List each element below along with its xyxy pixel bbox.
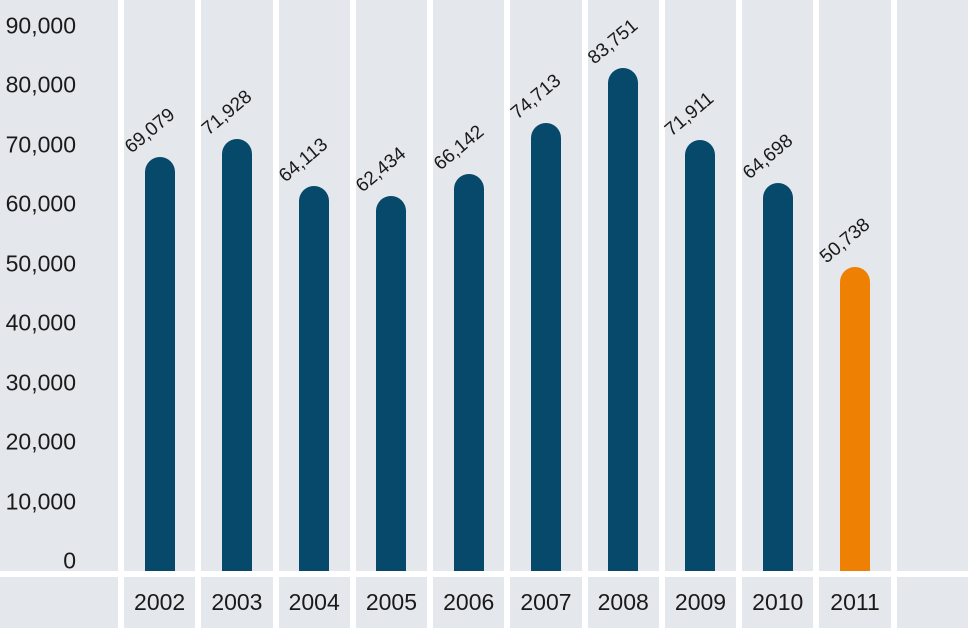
bar-2007 [530, 123, 561, 571]
x-tick-label-2002: 2002 [124, 577, 196, 628]
y-tick-label: 70,000 [5, 131, 76, 158]
bar-value-label: 50,738 [816, 214, 875, 268]
bar-value-label: 64,698 [738, 130, 797, 184]
bar-2011 [840, 267, 871, 571]
bar-2010 [762, 183, 793, 571]
y-axis: 0 10,000 20,000 30,000 40,000 50,000 60,000 70,… [0, 0, 118, 574]
y-tick-label: 80,000 [5, 71, 76, 98]
x-tick-label-2010: 2010 [742, 577, 814, 628]
column-band-2004: 64,113 [275, 0, 350, 571]
x-tick-empty [896, 577, 968, 628]
y-tick-label: 90,000 [5, 12, 76, 39]
column-band-2002: 69,079 [120, 0, 196, 571]
x-tick-label-2008: 2008 [587, 577, 659, 628]
bar-value-label: 66,142 [429, 121, 488, 175]
bar-value-label: 71,911 [661, 88, 719, 141]
bar-2008 [608, 68, 639, 571]
y-tick-label: 30,000 [5, 369, 76, 396]
x-tick-label-2005: 2005 [355, 577, 428, 628]
bar-2006 [453, 174, 484, 571]
column-band-2008: 83,751 [584, 0, 659, 571]
column-band-2009: 71,911 [661, 0, 737, 571]
plot-area: 0 10,000 20,000 30,000 40,000 50,000 60,000 70,… [0, 0, 968, 574]
y-tick-label: 10,000 [5, 488, 76, 515]
column-band-2010: 64,698 [738, 0, 814, 571]
x-tick-label-2003: 2003 [201, 577, 273, 628]
column-band-empty [896, 0, 968, 571]
x-axis: 2002 2003 2004 2005 2006 2007 2008 2009 2010 2011 [0, 577, 968, 628]
x-tick-label-2004: 2004 [278, 577, 350, 628]
x-tick-label-2007: 2007 [510, 577, 582, 628]
column-band-2003: 71,928 [198, 0, 273, 571]
x-tick-label-2011: 2011 [819, 577, 891, 628]
column-band-2011: 50,738 [816, 0, 891, 571]
x-tick-label-2009: 2009 [664, 577, 737, 628]
axis-corner [0, 577, 118, 628]
y-tick-label: 40,000 [5, 309, 76, 336]
y-tick-label: 50,000 [5, 250, 76, 277]
y-tick-label: 60,000 [5, 190, 76, 217]
bar-value-label: 74,713 [507, 70, 566, 124]
bar-value-label: 71,928 [198, 86, 257, 140]
bar-2009 [685, 140, 716, 571]
y-tick-label: 20,000 [5, 428, 76, 455]
bar-2003 [221, 139, 252, 571]
bar-value-label: 64,113 [275, 134, 333, 187]
bar-2004 [299, 186, 330, 571]
bar-value-label: 62,434 [352, 143, 411, 197]
x-tick-label-2006: 2006 [433, 577, 505, 628]
column-band-2007: 74,713 [507, 0, 582, 571]
column-band-2006: 66,142 [429, 0, 505, 571]
bar-value-label: 69,079 [120, 104, 179, 158]
bar-value-label: 83,751 [584, 15, 643, 69]
bar-2002 [144, 157, 175, 571]
column-band-2005: 62,434 [352, 0, 428, 571]
bar-2005 [376, 196, 407, 571]
x-axis-baseline [0, 571, 968, 577]
y-tick-label: 0 [63, 547, 76, 574]
